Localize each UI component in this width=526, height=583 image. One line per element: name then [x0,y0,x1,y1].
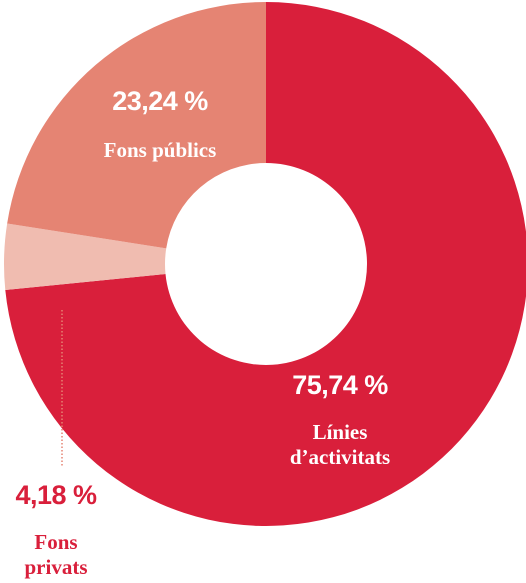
category-label: Fons privats [24,530,88,579]
value-label: 4,18 % [15,480,97,510]
category-label: Línies d’activitats [289,420,391,469]
value-label: 23,24 % [112,86,208,116]
donut-slice [7,2,267,249]
value-label: 75,74 % [292,370,388,400]
category-label: Fons públics [103,138,217,162]
donut-slice [5,2,526,526]
donut-slice [3,223,167,290]
